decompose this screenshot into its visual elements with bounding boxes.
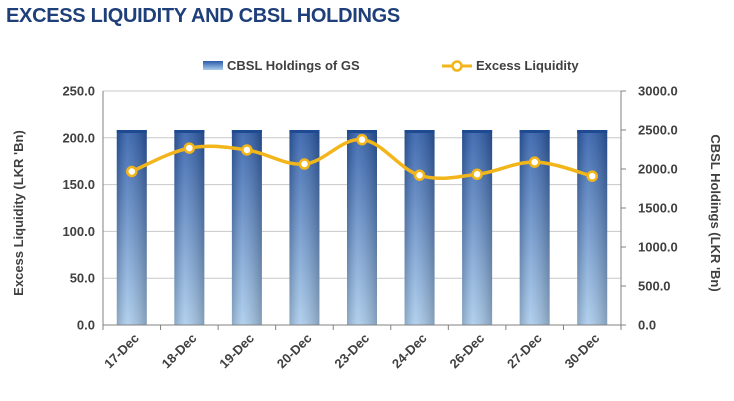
y-left-tick-label: 250.0 (62, 84, 95, 99)
bar (116, 130, 147, 325)
y-left-tick-label: 50.0 (70, 271, 95, 286)
bar (404, 130, 435, 325)
y-right-tick-label: 3000.0 (638, 84, 678, 99)
x-tick-label: 23-Dec (331, 331, 372, 372)
bar (347, 130, 377, 325)
y-left-axis-title: Excess Liquidity (LKR 'Bn) (11, 130, 26, 296)
line-series (126, 133, 598, 182)
x-tick-label: 18-Dec (159, 331, 200, 372)
x-tick-label: 17-Dec (101, 331, 142, 372)
y-right-tick-label: 2000.0 (638, 162, 678, 177)
x-tick-label: 24-Dec (389, 331, 430, 372)
y-right-tick-label: 1500.0 (638, 201, 678, 216)
line-point (586, 170, 598, 182)
x-tick-label: 20-Dec (274, 331, 315, 372)
line-point (298, 158, 311, 170)
y-right-axis-title: CBSL Holdings (LKR 'Bn) (708, 134, 723, 291)
line-point (356, 133, 368, 146)
legend-bar-swatch (203, 61, 223, 70)
y-left-tick-label: 150.0 (62, 177, 95, 192)
legend-bar-label: CBSL Holdings of GS (227, 58, 360, 73)
y-right-tick-label: 0.0 (638, 318, 656, 333)
line-point (126, 165, 138, 178)
bar (174, 130, 205, 325)
line-point (183, 142, 196, 154)
y-right-tick-label: 2500.0 (638, 123, 678, 138)
y-left-tick-label: 0.0 (77, 318, 95, 333)
y-left-tick-label: 100.0 (62, 224, 95, 239)
line-point (528, 156, 541, 168)
y-right-tick-label: 500.0 (638, 279, 671, 294)
bar (231, 130, 262, 325)
y-right-tick-label: 1000.0 (638, 240, 678, 255)
line-point (241, 144, 253, 156)
bar (577, 130, 608, 325)
x-tick-label: 30-Dec (562, 331, 603, 372)
x-tick-label: 26-Dec (446, 331, 487, 372)
legend: CBSL Holdings of GS Excess Liquidity (203, 58, 579, 73)
legend-line-label: Excess Liquidity (476, 58, 579, 73)
legend-line-marker (451, 60, 463, 72)
x-tick-label: 19-Dec (216, 331, 257, 372)
y-left-tick-label: 200.0 (62, 130, 95, 145)
x-tick-label: 27-Dec (504, 331, 545, 372)
line-point (413, 169, 426, 181)
line-point (471, 168, 483, 181)
bar (462, 130, 493, 325)
bar-series (116, 130, 608, 325)
chart-title: EXCESS LIQUIDITY AND CBSL HOLDINGS (6, 5, 400, 27)
